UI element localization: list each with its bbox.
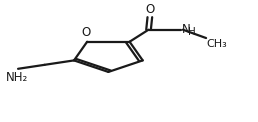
Text: O: O [81,26,91,39]
Text: NH₂: NH₂ [6,71,28,84]
Text: O: O [145,3,155,16]
Text: CH₃: CH₃ [207,39,228,49]
Text: N: N [182,23,190,36]
Text: H: H [188,27,196,37]
